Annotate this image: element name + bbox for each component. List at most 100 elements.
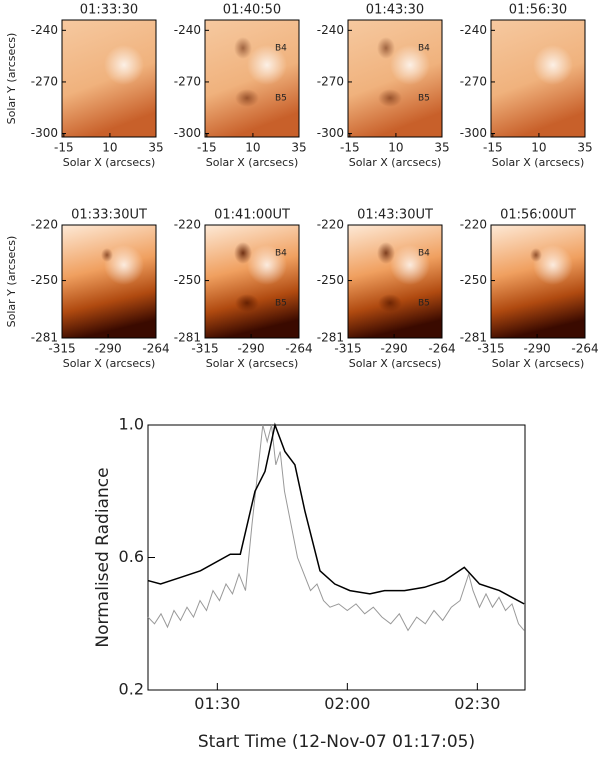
series-line (148, 422, 525, 605)
x-tick-label: -15 (340, 140, 360, 154)
x-tick-label: -264 (285, 341, 312, 355)
panel-title: 01:40:50 (223, 3, 281, 18)
y-tick-label: -240 (460, 23, 487, 37)
y-tick-label: -240 (174, 23, 201, 37)
x-axis-label: Solar X (arcsecs) (206, 357, 299, 370)
y-axis-label: Normalised Radiance (93, 467, 113, 647)
y-tick-label: -240 (31, 23, 58, 37)
image-bright (104, 45, 144, 85)
x-tick-label: 35 (291, 140, 306, 154)
image-bright (247, 245, 287, 285)
panel-title: 01:33:30UT (71, 208, 147, 223)
image (62, 225, 156, 338)
annotation: B5 (275, 94, 287, 104)
plot-frame (61, 19, 157, 138)
x-tick-label: 02:00 (324, 694, 370, 713)
image (348, 225, 442, 338)
image-spot (377, 37, 395, 59)
panel-title: 01:56:30 (509, 3, 567, 18)
annotation: B5 (418, 299, 430, 309)
x-tick-label: 35 (434, 140, 449, 154)
plot-frame (147, 424, 526, 691)
x-axis-label: Solar X (arcsecs) (492, 156, 585, 169)
image (62, 20, 156, 137)
x-axis-label: Start Time (12-Nov-07 01:17:05) (198, 732, 475, 752)
plot-frame (61, 224, 157, 339)
annotation: B5 (418, 94, 430, 104)
y-tick-label: 1.0 (119, 415, 144, 434)
panel-title: 01:56:00UT (500, 208, 576, 223)
panel-title: 01:43:30 (366, 3, 424, 18)
y-tick-label: -300 (460, 126, 487, 140)
x-tick-label: 35 (577, 140, 592, 154)
image-bright (533, 45, 573, 85)
plot-frame (347, 224, 443, 339)
y-axis-label: Solar Y (arcsecs) (5, 236, 18, 328)
y-axis-label: Solar Y (arcsecs) (5, 33, 18, 125)
image-bright (390, 245, 430, 285)
y-tick-label: 0.2 (119, 680, 144, 699)
x-tick-label: 35 (148, 140, 163, 154)
plot-frame (204, 19, 300, 138)
y-tick-label: -270 (174, 74, 201, 88)
y-tick-label: -240 (317, 23, 344, 37)
x-tick-label: -15 (483, 140, 503, 154)
image (348, 20, 442, 137)
y-tick-label: -281 (31, 331, 58, 345)
image-bright (104, 245, 144, 285)
x-tick-label: -315 (191, 341, 218, 355)
image-spot (235, 89, 259, 107)
y-tick-label: -220 (317, 218, 344, 232)
x-tick-label: -264 (142, 341, 169, 355)
x-tick-label: -264 (571, 341, 598, 355)
y-tick-label: -270 (317, 74, 344, 88)
image-bright (247, 45, 287, 85)
image-spot (530, 248, 542, 262)
plot-frame (490, 224, 586, 339)
annotation: B4 (418, 44, 430, 54)
x-tick-label: 10 (102, 140, 117, 154)
image-spot (378, 89, 402, 107)
x-axis-label: Solar X (arcsecs) (63, 357, 156, 370)
x-tick-label: -264 (428, 341, 455, 355)
image-spot (378, 294, 402, 312)
plot-frame (204, 224, 300, 339)
image-spot (235, 294, 259, 312)
annotation: B4 (275, 249, 287, 259)
y-tick-label: -250 (460, 273, 487, 287)
x-tick-label: 01:30 (194, 694, 240, 713)
plot-frame (490, 19, 586, 138)
y-tick-label: -250 (174, 273, 201, 287)
x-tick-label: 02:30 (454, 694, 500, 713)
x-tick-label: -15 (54, 140, 74, 154)
y-tick-label: 0.6 (119, 547, 144, 566)
y-tick-label: -300 (317, 126, 344, 140)
annotation: B4 (418, 249, 430, 259)
y-tick-label: -300 (174, 126, 201, 140)
image-bright (533, 245, 573, 285)
x-tick-label: 10 (388, 140, 403, 154)
image (491, 20, 585, 137)
x-tick-label: -290 (523, 341, 550, 355)
image (205, 20, 299, 137)
image (491, 225, 585, 338)
y-tick-label: -220 (174, 218, 201, 232)
x-axis-label: Solar X (arcsecs) (63, 156, 156, 169)
x-tick-label: -315 (48, 341, 75, 355)
y-tick-label: -281 (317, 331, 344, 345)
image-bright (390, 45, 430, 85)
image-spot (234, 242, 252, 264)
x-tick-label: 10 (245, 140, 260, 154)
panel-title: 01:33:30 (80, 3, 138, 18)
y-tick-label: -281 (174, 331, 201, 345)
y-tick-label: -270 (31, 74, 58, 88)
x-tick-label: -290 (380, 341, 407, 355)
image-spot (377, 242, 395, 264)
annotation: B4 (275, 44, 287, 54)
image-spot (101, 248, 113, 262)
y-tick-label: -220 (460, 218, 487, 232)
x-tick-label: -15 (197, 140, 217, 154)
x-axis-label: Solar X (arcsecs) (349, 357, 442, 370)
panel-title: 01:43:30UT (357, 208, 433, 223)
